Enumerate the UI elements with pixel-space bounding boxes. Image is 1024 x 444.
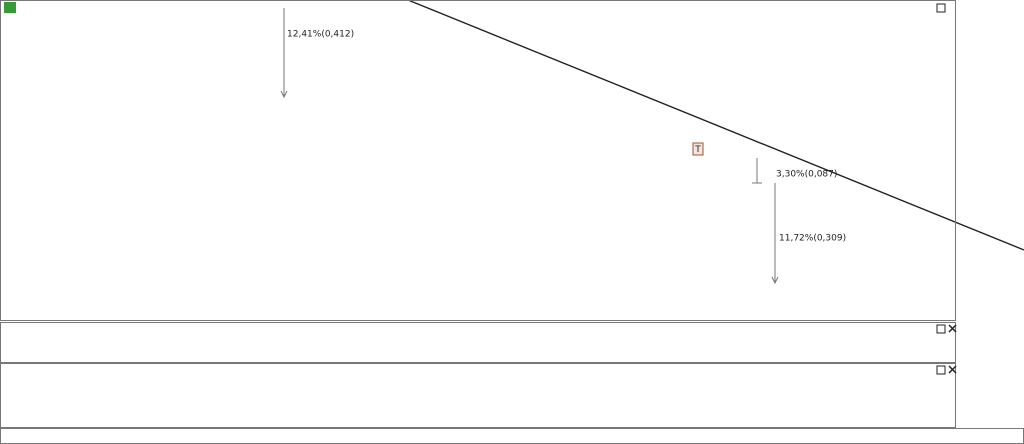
close-button[interactable] [948,365,957,374]
rsi-panel [0,363,956,428]
price-panel [0,0,956,321]
maximize-button[interactable] [936,365,946,375]
maximize-button[interactable] [936,324,946,334]
arrow-head [771,276,779,285]
annotation: 3,30%(0,087) [776,170,837,180]
close-button[interactable] [948,324,957,333]
volume-panel [0,322,956,363]
symbol-icon [4,2,16,13]
annotation: 12,41%(0,412) [287,30,354,40]
arrow-head [280,90,288,99]
trend-line [407,0,1024,251]
marker-box [692,142,704,156]
annotation: T [694,145,701,155]
annotation: 11,72%(0,309) [779,234,846,244]
maximize-button[interactable] [936,3,946,13]
